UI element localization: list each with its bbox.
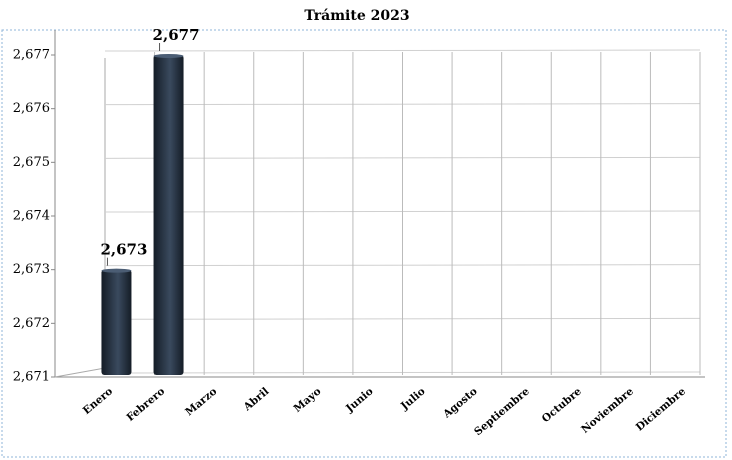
x-tick-label: Agosto — [440, 385, 479, 421]
x-tick-label: Noviembre — [579, 385, 636, 436]
x-tick-label: Mayo — [292, 385, 324, 414]
bar — [153, 55, 184, 375]
y-tick-label: 2,676 — [13, 101, 50, 116]
chart-border — [1, 29, 727, 458]
bar-top — [153, 54, 184, 58]
y-tick-label: 2,675 — [13, 155, 50, 170]
x-tick-label: Julio — [398, 385, 428, 413]
y-tick-label: 2,672 — [13, 316, 50, 331]
floor-edge — [54, 367, 106, 378]
x-tick-label: Enero — [81, 385, 115, 417]
x-tick-label: Septiembre — [472, 385, 532, 438]
y-tick-label: 2,673 — [13, 262, 50, 277]
x-tick-label: Marzo — [183, 385, 219, 418]
x-tick-label: Junio — [343, 385, 375, 415]
x-tick-label: Octubre — [540, 385, 584, 425]
bar — [101, 269, 132, 375]
x-tick-label: Diciembre — [634, 385, 689, 433]
y-tick-label: 2,671 — [13, 370, 50, 385]
y-tick-label: 2,674 — [13, 209, 50, 224]
y-tick-label: 2,677 — [13, 48, 50, 63]
x-tick-label: Febrero — [125, 385, 168, 424]
chart-title: Trámite 2023 — [304, 8, 409, 24]
value-label: 2,677 — [153, 26, 200, 44]
grid-line — [104, 49, 701, 52]
bar-top — [101, 268, 132, 273]
value-label: 2,673 — [100, 241, 147, 259]
x-tick-label: Abril — [241, 385, 272, 413]
